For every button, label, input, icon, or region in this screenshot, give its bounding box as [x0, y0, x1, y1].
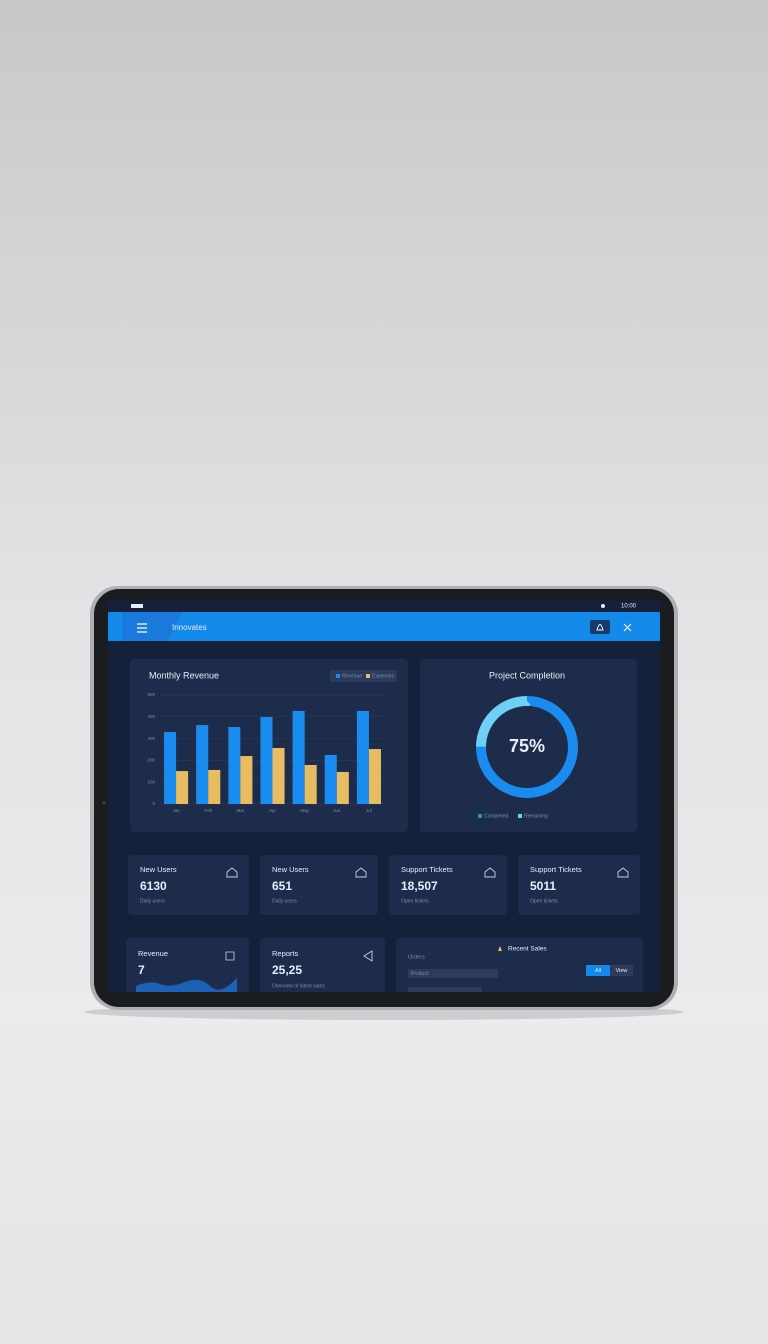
y-tick-label: 200 [147, 758, 155, 763]
bar [228, 727, 241, 804]
recent-title: Recent Sales [508, 946, 547, 953]
x-tick-label: Apr [269, 808, 277, 813]
bar [304, 764, 317, 804]
y-tick-label: 0 [152, 801, 155, 806]
mini-value: 7 [138, 963, 145, 977]
donut-segment [476, 696, 578, 798]
stat-card [260, 855, 378, 915]
x-tick-label: Jun [333, 808, 341, 813]
legend-label: Completed [484, 813, 508, 819]
sparkline-decoration [136, 978, 237, 992]
notification-button[interactable] [590, 620, 610, 634]
stat-caption: Open tickets [530, 898, 558, 904]
card-icon [484, 867, 496, 878]
bar [208, 769, 221, 804]
status-icon [131, 604, 143, 608]
stat-title: New Users [140, 865, 177, 874]
app-title: Innovates [172, 623, 207, 632]
card-icon [355, 867, 367, 878]
card-title: Monthly Revenue [149, 670, 219, 680]
bar [368, 749, 381, 804]
stat-caption: Open tickets [401, 898, 429, 904]
recent-subtitle: Orders [408, 954, 425, 960]
mini-title: Revenue [138, 949, 168, 958]
bar-chart: 0 100 200 300 400 500 Jan Feb Mar Apr May Jun Jul Rev… [147, 673, 394, 813]
stat-title: Support Tickets [530, 865, 582, 874]
stat-card [128, 855, 249, 915]
donut-chart: 75% Completed Remaining [476, 696, 578, 819]
tab-label[interactable]: All [595, 968, 601, 974]
x-tick-label: May [300, 808, 309, 813]
status-icon [601, 604, 605, 608]
x-tick-label: Jul [366, 808, 372, 813]
card-icon [617, 867, 629, 878]
bell-icon [596, 624, 604, 631]
bar [240, 756, 253, 804]
tab[interactable] [610, 965, 633, 976]
y-tick-label: 500 [147, 692, 155, 697]
bar [292, 710, 305, 804]
mini-value: 25,25 [272, 963, 302, 977]
bar [324, 754, 337, 804]
status-time: 10:00 [621, 604, 637, 610]
stats-row: New Users 6130 Daily users New Users 651 Dail… [128, 855, 640, 915]
legend-swatch [518, 814, 522, 818]
stat-caption: Daily users [272, 898, 297, 904]
donut-center-label: 75% [509, 736, 545, 756]
close-button[interactable] [623, 623, 632, 632]
legend-label: Expenses [372, 673, 394, 679]
bar [356, 710, 369, 804]
stat-caption: Daily users [140, 898, 165, 904]
bar [336, 771, 349, 804]
legend-label: Remaining [524, 813, 548, 819]
stat-card [389, 855, 507, 915]
bar [272, 747, 285, 804]
legend-label: Revenue [342, 673, 362, 679]
y-tick-label: 300 [147, 736, 155, 741]
x-tick-label: Jan [172, 808, 180, 813]
legend-swatch [478, 814, 482, 818]
menu-button[interactable] [137, 623, 147, 633]
table-row [408, 987, 482, 992]
screen: 10:00 Innovates Monthly Revenue 0 100 200 3… [108, 600, 660, 992]
stat-card [518, 855, 640, 915]
card-icon [363, 950, 373, 962]
tab-label[interactable]: View [616, 968, 628, 974]
table-row [408, 969, 498, 978]
stat-value: 651 [272, 879, 292, 893]
mini-caption: Overview of latest sales [272, 983, 325, 989]
x-tick-label: Mar [236, 808, 244, 813]
stat-title: New Users [272, 865, 309, 874]
table-cell: Product [411, 971, 429, 977]
bar [260, 717, 273, 804]
legend-swatch [336, 674, 340, 678]
card-icon [226, 867, 238, 878]
reports-card [260, 938, 385, 992]
legend-swatch [366, 674, 370, 678]
y-tick-label: 400 [147, 714, 155, 719]
card-icon [225, 951, 235, 961]
stat-value: 18,507 [401, 879, 438, 893]
bar [196, 725, 209, 804]
tab-active[interactable] [586, 965, 610, 976]
stat-value: 6130 [140, 879, 167, 893]
app-bar [108, 612, 660, 641]
x-tick-label: Feb [204, 808, 212, 813]
y-tick-label: 100 [147, 779, 155, 784]
stat-title: Support Tickets [401, 865, 453, 874]
completion-card [420, 659, 637, 832]
card-icon [498, 946, 502, 951]
mini-title: Reports [272, 949, 299, 958]
bar [176, 771, 189, 804]
stat-value: 5011 [530, 879, 556, 893]
app-bar-accent [122, 612, 182, 641]
legend-badge [330, 670, 397, 682]
camera [102, 801, 106, 805]
card-title: Project Completion [489, 670, 565, 680]
bar [164, 732, 177, 804]
